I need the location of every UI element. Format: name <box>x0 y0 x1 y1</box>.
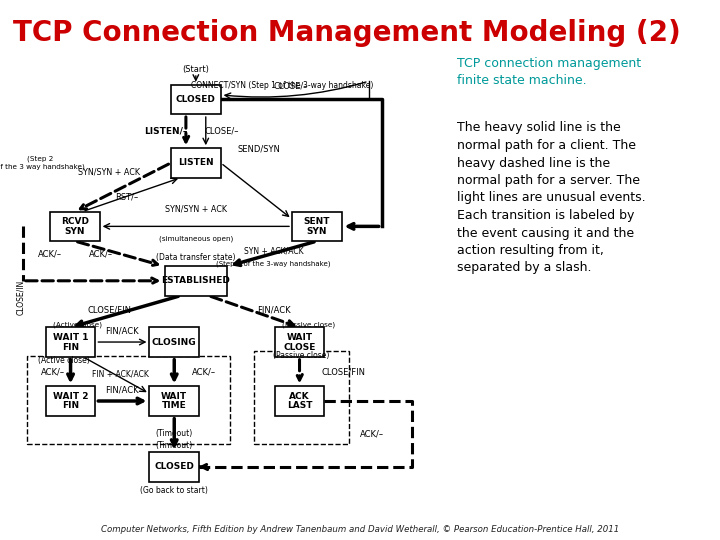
FancyBboxPatch shape <box>46 327 95 357</box>
Text: ACK/–: ACK/– <box>89 249 113 258</box>
Text: TIME: TIME <box>162 402 186 410</box>
FancyBboxPatch shape <box>292 212 341 241</box>
FancyBboxPatch shape <box>150 452 199 482</box>
FancyBboxPatch shape <box>50 212 99 241</box>
Text: RCVD: RCVD <box>61 217 89 226</box>
Text: CLOSE: CLOSE <box>284 342 315 352</box>
FancyBboxPatch shape <box>171 85 220 114</box>
Text: FIN: FIN <box>62 402 79 410</box>
FancyBboxPatch shape <box>275 386 324 416</box>
Text: (Timeout): (Timeout) <box>156 429 193 438</box>
Text: WAIT 2: WAIT 2 <box>53 392 89 401</box>
FancyBboxPatch shape <box>46 386 95 416</box>
Text: TCP Connection Management Modeling (2): TCP Connection Management Modeling (2) <box>13 19 680 47</box>
Text: (Passive close): (Passive close) <box>274 351 330 360</box>
Text: FIN/ACK: FIN/ACK <box>106 326 139 335</box>
Text: (Active close): (Active close) <box>38 356 90 364</box>
FancyBboxPatch shape <box>150 386 199 416</box>
Text: SYN/SYN + ACK: SYN/SYN + ACK <box>165 205 227 214</box>
Text: CLOSED: CLOSED <box>154 462 194 471</box>
Text: LAST: LAST <box>287 402 312 410</box>
Text: The heavy solid line is the
normal path for a client. The
heavy dashed line is t: The heavy solid line is the normal path … <box>457 122 646 274</box>
Text: FIN + ACK/ACK: FIN + ACK/ACK <box>92 369 148 379</box>
Text: WAIT: WAIT <box>287 333 312 341</box>
Text: Computer Networks, Fifth Edition by Andrew Tanenbaum and David Wetherall, © Pear: Computer Networks, Fifth Edition by Andr… <box>101 524 619 534</box>
Text: CLOSE/IN: CLOSE/IN <box>17 280 26 315</box>
Text: TCP connection management
finite state machine.: TCP connection management finite state m… <box>457 57 642 87</box>
FancyBboxPatch shape <box>171 148 220 178</box>
Text: SENT: SENT <box>304 217 330 226</box>
Text: (Step 3 of the 3-way handshake): (Step 3 of the 3-way handshake) <box>216 260 331 267</box>
Text: (Active close): (Active close) <box>53 322 102 328</box>
Text: FIN: FIN <box>62 342 79 352</box>
Text: (Step 2
of the 3 way handshake): (Step 2 of the 3 way handshake) <box>0 156 85 170</box>
Text: ACK: ACK <box>289 392 310 401</box>
Text: ACK/–: ACK/– <box>192 367 216 376</box>
Text: CLOSE/–: CLOSE/– <box>204 126 239 136</box>
Text: CLOSE/–: CLOSE/– <box>274 82 308 90</box>
Text: RST/–: RST/– <box>115 192 138 201</box>
Text: SEND/SYN: SEND/SYN <box>237 145 280 154</box>
Text: SYN: SYN <box>307 227 327 236</box>
Text: ACK/–: ACK/– <box>41 367 66 376</box>
Text: (simultaneous open): (simultaneous open) <box>158 235 233 242</box>
FancyBboxPatch shape <box>164 266 227 295</box>
Text: ACK/–: ACK/– <box>360 429 384 438</box>
Text: (Go back to start): (Go back to start) <box>140 486 208 495</box>
Text: LISTEN/–: LISTEN/– <box>144 126 187 136</box>
Text: SYN + ACK/ACK: SYN + ACK/ACK <box>244 247 303 256</box>
Text: CONNECT/SYN (Step 1 of the 3-way handshake): CONNECT/SYN (Step 1 of the 3-way handsha… <box>191 82 374 90</box>
Text: FIN/ACK: FIN/ACK <box>257 306 290 315</box>
Text: CLOSING: CLOSING <box>152 338 197 347</box>
Text: (Data transfer state): (Data transfer state) <box>156 253 235 261</box>
Text: ESTABLISHED: ESTABLISHED <box>161 276 230 285</box>
Text: (Passive close): (Passive close) <box>282 322 335 328</box>
Text: CLOSE/FIN: CLOSE/FIN <box>87 306 132 315</box>
Text: CLOSED: CLOSED <box>176 95 216 104</box>
Text: (Timeout): (Timeout) <box>156 441 193 450</box>
FancyBboxPatch shape <box>150 327 199 357</box>
Text: (Start): (Start) <box>182 65 210 75</box>
Text: CLOSE/FIN: CLOSE/FIN <box>321 367 365 376</box>
Text: LISTEN: LISTEN <box>178 158 214 167</box>
Text: FIN/ACK: FIN/ACK <box>106 385 139 394</box>
Text: SYN/SYN + ACK: SYN/SYN + ACK <box>78 167 140 177</box>
Text: ACK/–: ACK/– <box>38 249 63 258</box>
FancyBboxPatch shape <box>275 327 324 357</box>
Text: WAIT: WAIT <box>161 392 187 401</box>
Text: WAIT 1: WAIT 1 <box>53 333 89 341</box>
Text: SYN: SYN <box>65 227 85 236</box>
